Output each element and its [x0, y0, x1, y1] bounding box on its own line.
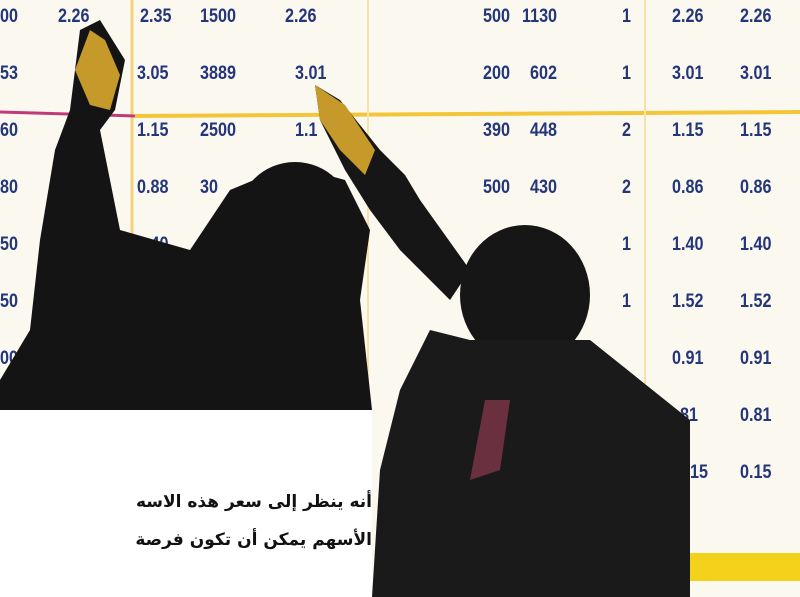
photo: 002.262.3515002.26500113012.262.26533.05… — [0, 0, 800, 597]
caption-box: أنه ينظر إلى سعر هذه الاسه الأسهم يمكن أ… — [0, 410, 372, 597]
caption-line: أنه ينظر إلى سعر هذه الاسه — [72, 492, 372, 512]
caption-line: الأسهم يمكن أن تكون فرصة — [72, 530, 372, 550]
